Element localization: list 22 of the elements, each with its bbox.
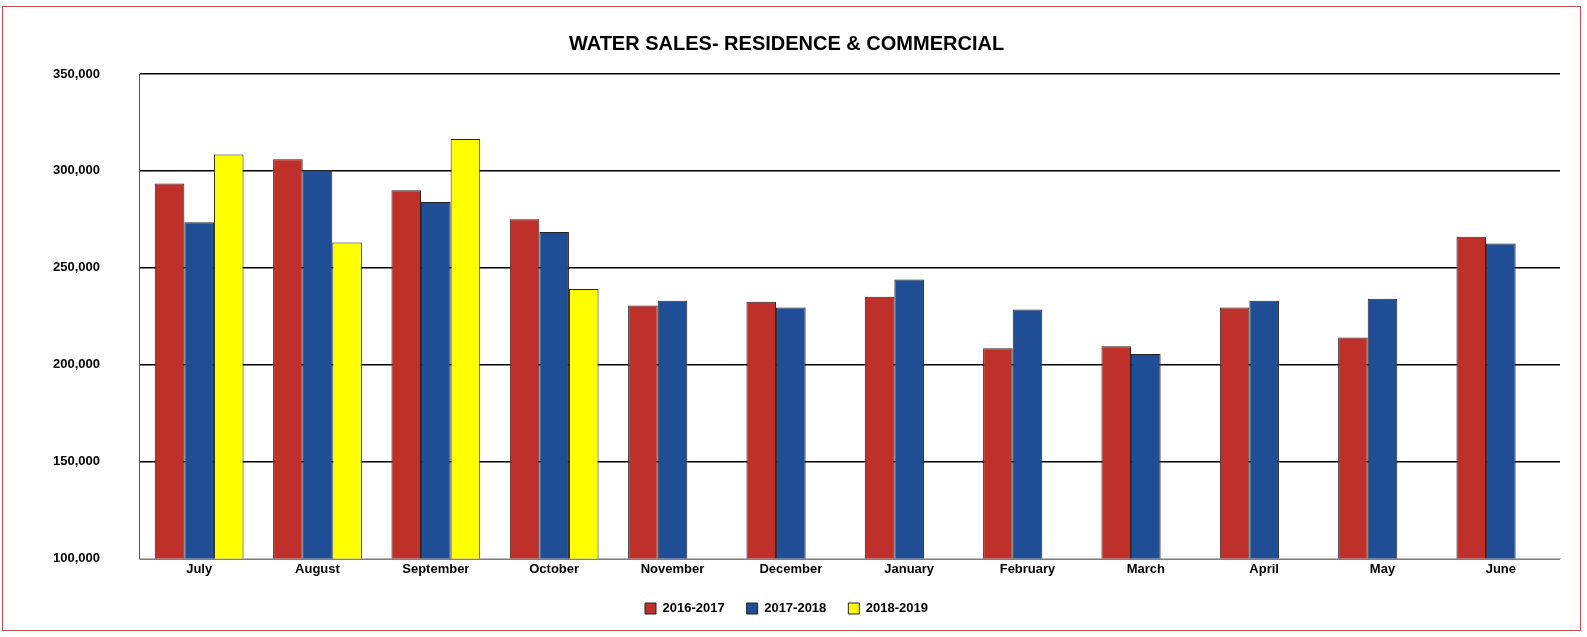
x-tick-label: April	[1249, 560, 1279, 576]
y-tick-label: 350,000	[52, 65, 100, 81]
x-tick-label: September	[402, 560, 470, 576]
x-tick-label: May	[1369, 560, 1396, 576]
y-tick-label: 300,000	[52, 162, 100, 178]
y-tick-label: 200,000	[52, 356, 100, 372]
y-tick-label: 150,000	[52, 453, 100, 469]
chart-title: WATER SALES- RESIDENCE & COMMERCIAL	[568, 31, 1005, 54]
legend-label: 2017-2018	[764, 600, 827, 616]
x-tick-label: January	[884, 560, 935, 576]
x-tick-label: July	[186, 560, 213, 576]
legend-label: 2018-2019	[865, 600, 929, 616]
y-tick-label: 250,000	[52, 259, 100, 275]
x-tick-label: March	[1126, 560, 1166, 576]
legend-label: 2016-2017	[662, 600, 725, 616]
x-tick-label: November	[640, 560, 705, 576]
x-tick-label: August	[295, 560, 341, 576]
y-tick-label: 100,000	[52, 549, 100, 565]
x-tick-label: October	[529, 560, 580, 576]
x-tick-label: December	[759, 560, 823, 576]
x-tick-label: June	[1485, 560, 1516, 576]
x-tick-label: February	[999, 560, 1057, 576]
